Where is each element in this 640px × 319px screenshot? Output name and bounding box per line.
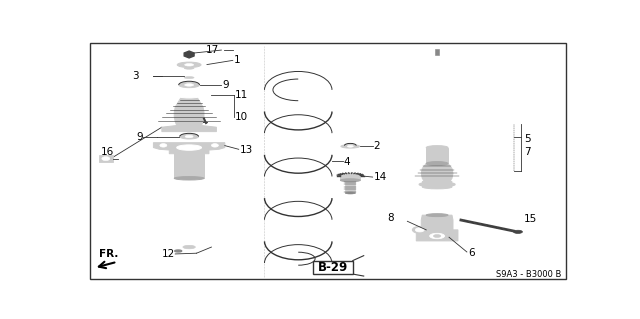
Text: S9A3 - B3000 B: S9A3 - B3000 B (496, 270, 561, 278)
Bar (184, 68, 194, 78)
Text: 7: 7 (524, 147, 531, 158)
Ellipse shape (425, 232, 449, 240)
Polygon shape (416, 215, 458, 241)
Polygon shape (162, 97, 216, 132)
Ellipse shape (102, 157, 110, 160)
Text: 2: 2 (374, 141, 380, 151)
Ellipse shape (422, 185, 452, 189)
Bar (99, 155, 113, 162)
Ellipse shape (340, 173, 361, 179)
Ellipse shape (176, 93, 202, 98)
Text: 8: 8 (388, 212, 394, 223)
Bar (313, 261, 353, 274)
Polygon shape (154, 143, 225, 154)
Bar (346, 180, 355, 193)
Text: 15: 15 (524, 214, 537, 224)
Ellipse shape (185, 63, 193, 66)
Circle shape (160, 144, 167, 147)
Text: 9: 9 (222, 80, 229, 90)
Ellipse shape (185, 84, 193, 86)
Bar (340, 176, 360, 180)
Text: 12: 12 (162, 249, 175, 259)
Ellipse shape (433, 234, 441, 237)
Text: 3: 3 (132, 70, 138, 81)
Ellipse shape (348, 145, 353, 147)
Ellipse shape (426, 145, 448, 150)
Bar (435, 49, 439, 56)
Ellipse shape (179, 82, 200, 88)
Bar (174, 154, 204, 178)
Ellipse shape (426, 162, 448, 166)
Ellipse shape (177, 62, 201, 68)
Ellipse shape (174, 152, 204, 155)
Ellipse shape (426, 214, 448, 217)
Ellipse shape (175, 250, 182, 252)
Ellipse shape (415, 228, 424, 232)
Ellipse shape (184, 77, 194, 78)
Text: 9: 9 (137, 131, 143, 142)
Bar (426, 186, 448, 215)
Bar (435, 53, 440, 149)
Text: 16: 16 (101, 147, 114, 158)
Ellipse shape (177, 145, 202, 150)
Ellipse shape (419, 182, 455, 187)
Ellipse shape (426, 185, 448, 188)
Ellipse shape (341, 145, 360, 148)
Polygon shape (184, 51, 194, 58)
Ellipse shape (184, 67, 194, 69)
Text: B-29: B-29 (318, 261, 348, 274)
Ellipse shape (180, 134, 198, 139)
Text: 14: 14 (374, 172, 387, 182)
Polygon shape (421, 164, 453, 182)
Text: FR.: FR. (99, 249, 118, 259)
Text: 11: 11 (235, 90, 248, 100)
Text: 6: 6 (468, 248, 474, 258)
Text: 5: 5 (524, 134, 531, 144)
Ellipse shape (429, 233, 445, 239)
Ellipse shape (346, 192, 355, 194)
Text: 13: 13 (240, 145, 253, 155)
Text: 10: 10 (235, 112, 248, 122)
Ellipse shape (183, 245, 195, 249)
Text: 4: 4 (344, 157, 351, 167)
Ellipse shape (175, 129, 203, 131)
Ellipse shape (185, 135, 193, 138)
Ellipse shape (175, 244, 203, 250)
Ellipse shape (513, 230, 522, 234)
Text: 1: 1 (234, 56, 241, 65)
Circle shape (211, 144, 218, 147)
Ellipse shape (422, 180, 452, 184)
Text: 17: 17 (206, 45, 220, 55)
Ellipse shape (174, 177, 204, 180)
Ellipse shape (340, 179, 360, 182)
Ellipse shape (412, 226, 428, 233)
Bar (426, 148, 448, 164)
